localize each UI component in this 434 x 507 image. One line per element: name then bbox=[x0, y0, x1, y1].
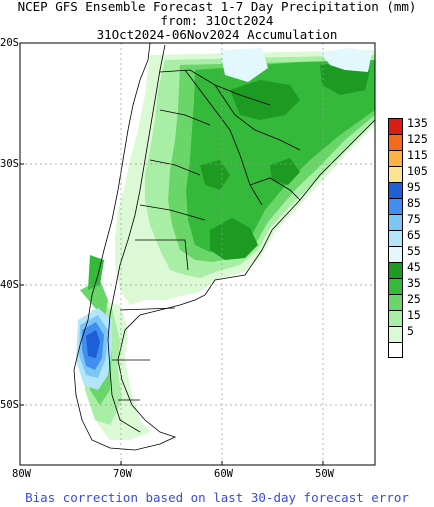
legend-swatch bbox=[388, 214, 403, 230]
prov-3 bbox=[139, 204, 206, 221]
prov-2 bbox=[149, 159, 201, 176]
legend-label: 55 bbox=[407, 244, 421, 258]
precip-55a bbox=[220, 48, 268, 82]
legend-entry: 125 bbox=[388, 132, 430, 150]
legend-entry: 115 bbox=[388, 148, 430, 166]
legend-label: 5 bbox=[407, 324, 414, 338]
legend-entry: 55 bbox=[388, 244, 430, 262]
legend-entry: 95 bbox=[388, 180, 430, 198]
lon-label-50w: 50W bbox=[315, 468, 334, 480]
legend-label: 115 bbox=[407, 148, 428, 162]
gridlines bbox=[20, 43, 375, 465]
precip-25b bbox=[80, 280, 108, 320]
title-line-1: NCEP GFS Ensemble Forecast 1-7 Day Preci… bbox=[17, 0, 417, 14]
coastline bbox=[73, 42, 376, 451]
lat-label-20s: 20S bbox=[0, 37, 19, 49]
lat-label-30s: 30S bbox=[0, 158, 19, 170]
legend-entry: 5 bbox=[388, 324, 430, 342]
title-line-2: from: 31Oct2024 bbox=[160, 13, 274, 28]
prov-5 bbox=[119, 307, 176, 311]
legend-swatch bbox=[388, 326, 403, 342]
paraguay-border bbox=[214, 84, 301, 151]
uruguay-border bbox=[249, 177, 301, 201]
legend-entry: 75 bbox=[388, 212, 430, 230]
lon-label-60w: 60W bbox=[214, 468, 233, 480]
legend-swatch bbox=[388, 118, 403, 134]
legend-swatch bbox=[388, 278, 403, 294]
legend-label: 85 bbox=[407, 196, 421, 210]
legend-swatch bbox=[388, 198, 403, 214]
lat-label-40s: 40S bbox=[0, 279, 19, 291]
legend-swatch bbox=[388, 150, 403, 166]
legend-label: 105 bbox=[407, 164, 428, 178]
legend-swatch bbox=[388, 246, 403, 262]
boundaries bbox=[73, 42, 376, 451]
legend-swatch bbox=[388, 342, 403, 358]
footer-note: Bias correction based on last 30-day for… bbox=[25, 490, 409, 505]
precip-35 bbox=[186, 60, 375, 252]
lat-label-50s: 50S bbox=[0, 399, 19, 411]
legend-swatch bbox=[388, 294, 403, 310]
legend-entry: 45 bbox=[388, 260, 430, 278]
legend-entry: 25 bbox=[388, 292, 430, 310]
legend-label: 15 bbox=[407, 308, 421, 322]
legend-label: 75 bbox=[407, 212, 421, 226]
precip-45d bbox=[200, 160, 230, 190]
prov-4 bbox=[135, 239, 189, 271]
legend-label: 95 bbox=[407, 180, 421, 194]
color-legend: 135 125 115 105 95 85 75 65 55 45 35 25 15 5 bbox=[388, 116, 430, 358]
legend-entry: 65 bbox=[388, 228, 430, 246]
legend-label: 25 bbox=[407, 292, 421, 306]
legend-entry bbox=[388, 342, 430, 358]
legend-label: 65 bbox=[407, 228, 421, 242]
legend-swatch bbox=[388, 262, 403, 278]
legend-entry: 85 bbox=[388, 196, 430, 214]
legend-label: 135 bbox=[407, 116, 428, 130]
precip-45e bbox=[270, 158, 300, 185]
legend-swatch bbox=[388, 134, 403, 150]
legend-swatch bbox=[388, 230, 403, 246]
map-frame bbox=[19, 42, 376, 466]
legend-entry: 135 bbox=[388, 116, 430, 134]
legend-entry: 15 bbox=[388, 308, 430, 326]
legend-label: 45 bbox=[407, 260, 421, 274]
precip-95 bbox=[86, 330, 100, 358]
legend-entry: 35 bbox=[388, 276, 430, 294]
prov-1 bbox=[159, 109, 211, 126]
legend-entry: 105 bbox=[388, 164, 430, 182]
lon-label-70w: 70W bbox=[113, 468, 132, 480]
lon-label-80w: 80W bbox=[12, 468, 31, 480]
legend-label: 125 bbox=[407, 132, 428, 146]
legend-label: 35 bbox=[407, 276, 421, 290]
legend-swatch bbox=[388, 310, 403, 326]
legend-swatch bbox=[388, 182, 403, 198]
title-line-3: 31Oct2024-06Nov2024 Accumulation bbox=[96, 27, 338, 42]
legend-swatch bbox=[388, 166, 403, 182]
precip-45b bbox=[230, 80, 300, 120]
precip-55b bbox=[320, 48, 372, 72]
precip-35b bbox=[88, 255, 104, 290]
andes-border bbox=[107, 44, 166, 433]
